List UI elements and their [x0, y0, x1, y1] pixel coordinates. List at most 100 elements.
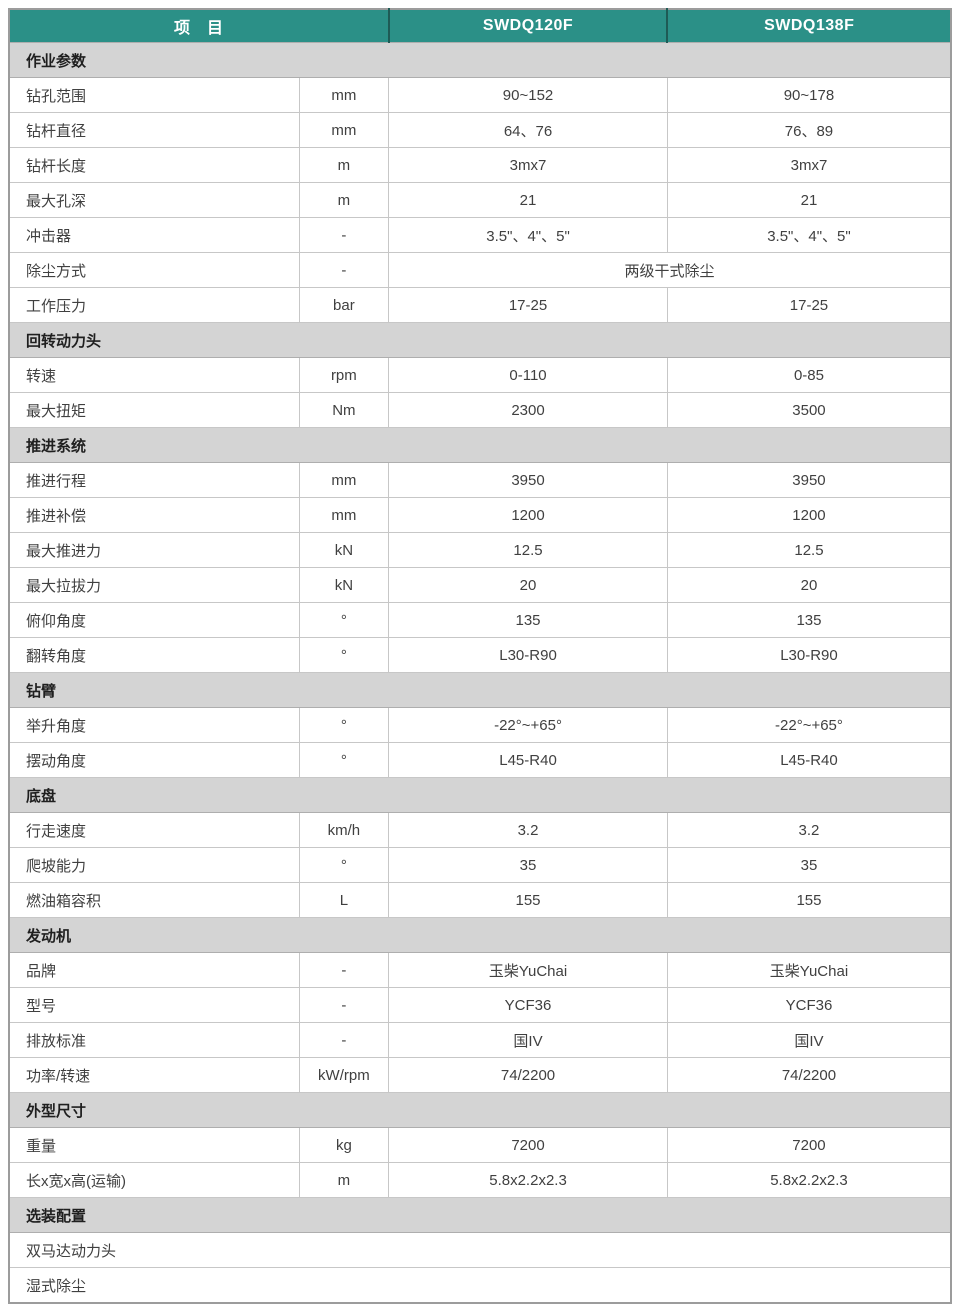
- section-header-row: 底盘: [9, 777, 951, 813]
- spec-label: 冲击器: [8, 217, 300, 253]
- spec-label: 功率/转速: [8, 1057, 300, 1093]
- spec-unit: m: [298, 147, 390, 183]
- section-title: 作业参数: [9, 42, 951, 78]
- column-header-swdq138f: SWDQ138F: [666, 9, 951, 43]
- spec-value-swdq138f: 玉柴YuChai: [666, 952, 952, 988]
- spec-row: 俯仰角度 ° 135 135: [8, 602, 952, 638]
- spec-value-swdq138f: 76、89: [666, 112, 952, 148]
- spec-label: 翻转角度: [8, 637, 300, 673]
- section-title: 回转动力头: [9, 322, 951, 358]
- spec-value-swdq120f: 7200: [388, 1127, 668, 1163]
- spec-value-swdq120f: 国IV: [388, 1022, 668, 1058]
- spec-unit: km/h: [298, 812, 390, 848]
- spec-value-swdq138f: L45-R40: [666, 742, 952, 778]
- spec-value-swdq138f: 155: [666, 882, 952, 918]
- section-title: 底盘: [9, 777, 951, 813]
- spec-row: 排放标准 - 国IV 国IV: [8, 1022, 952, 1058]
- spec-unit: Nm: [298, 392, 390, 428]
- spec-label: 型号: [8, 987, 300, 1023]
- spec-row: 功率/转速 kW/rpm 74/2200 74/2200: [8, 1057, 952, 1093]
- spec-unit: °: [298, 637, 390, 673]
- spec-label: 长x宽x高(运输): [8, 1162, 300, 1198]
- spec-row: 摆动角度 ° L45-R40 L45-R40: [8, 742, 952, 778]
- spec-label: 俯仰角度: [8, 602, 300, 638]
- spec-row: 最大孔深 m 21 21: [8, 182, 952, 218]
- spec-value-swdq138f: 5.8x2.2x2.3: [666, 1162, 952, 1198]
- option-item: 湿式除尘: [8, 1267, 952, 1304]
- spec-unit: bar: [298, 287, 390, 323]
- spec-row-merged: 除尘方式 - 两级干式除尘: [8, 252, 952, 288]
- section-title: 推进系统: [9, 427, 951, 463]
- spec-unit: kN: [298, 532, 390, 568]
- section-header-row: 推进系统: [9, 427, 951, 463]
- spec-value-swdq120f: 135: [388, 602, 668, 638]
- spec-value-swdq138f: 3mx7: [666, 147, 952, 183]
- section-title: 选装配置: [9, 1197, 951, 1233]
- spec-value-swdq120f: 20: [388, 567, 668, 603]
- option-item: 双马达动力头: [8, 1232, 952, 1268]
- spec-value-swdq120f: 3mx7: [388, 147, 668, 183]
- spec-value-swdq120f: 5.8x2.2x2.3: [388, 1162, 668, 1198]
- spec-value-swdq138f: 135: [666, 602, 952, 638]
- spec-value-swdq120f: L30-R90: [388, 637, 668, 673]
- column-header-item: 项 目: [9, 9, 389, 43]
- spec-label: 行走速度: [8, 812, 300, 848]
- spec-row: 最大扭矩 Nm 2300 3500: [8, 392, 952, 428]
- spec-label: 推进行程: [8, 462, 300, 498]
- spec-unit: °: [298, 602, 390, 638]
- spec-unit: °: [298, 742, 390, 778]
- spec-row: 冲击器 - 3.5"、4"、5" 3.5"、4"、5": [8, 217, 952, 253]
- spec-value-swdq120f: L45-R40: [388, 742, 668, 778]
- spec-row: 工作压力 bar 17-25 17-25: [8, 287, 952, 323]
- spec-row: 钻孔范围 mm 90~152 90~178: [8, 77, 952, 113]
- spec-unit: mm: [298, 77, 390, 113]
- spec-label: 重量: [8, 1127, 300, 1163]
- spec-label: 转速: [8, 357, 300, 393]
- spec-value-swdq138f: 74/2200: [666, 1057, 952, 1093]
- spec-label: 工作压力: [8, 287, 300, 323]
- spec-value-swdq120f: -22°~+65°: [388, 707, 668, 743]
- spec-value-swdq120f: 21: [388, 182, 668, 218]
- spec-label: 举升角度: [8, 707, 300, 743]
- spec-label: 最大孔深: [8, 182, 300, 218]
- spec-value-swdq138f: 国IV: [666, 1022, 952, 1058]
- spec-unit: mm: [298, 462, 390, 498]
- spec-value-merged: 两级干式除尘: [388, 252, 952, 288]
- column-header-swdq120f: SWDQ120F: [387, 9, 668, 43]
- table-header-row: 项 目 SWDQ120F SWDQ138F: [9, 9, 951, 43]
- spec-value-swdq120f: YCF36: [388, 987, 668, 1023]
- spec-value-swdq120f: 1200: [388, 497, 668, 533]
- spec-unit: kN: [298, 567, 390, 603]
- section-title: 发动机: [9, 917, 951, 953]
- spec-row: 钻杆直径 mm 64、76 76、89: [8, 112, 952, 148]
- section-header-row: 外型尺寸: [9, 1092, 951, 1128]
- spec-label: 摆动角度: [8, 742, 300, 778]
- section-header-row: 回转动力头: [9, 322, 951, 358]
- spec-value-swdq120f: 64、76: [388, 112, 668, 148]
- spec-table: 项 目 SWDQ120F SWDQ138F 作业参数 钻孔范围 mm 90~15…: [8, 8, 952, 1304]
- spec-unit: -: [298, 217, 390, 253]
- spec-value-swdq138f: YCF36: [666, 987, 952, 1023]
- spec-value-swdq138f: 3500: [666, 392, 952, 428]
- spec-label: 爬坡能力: [8, 847, 300, 883]
- spec-unit: °: [298, 847, 390, 883]
- spec-value-swdq138f: 12.5: [666, 532, 952, 568]
- spec-unit: mm: [298, 112, 390, 148]
- spec-value-swdq138f: 35: [666, 847, 952, 883]
- spec-value-swdq120f: 3950: [388, 462, 668, 498]
- spec-row: 最大推进力 kN 12.5 12.5: [8, 532, 952, 568]
- spec-label: 排放标准: [8, 1022, 300, 1058]
- spec-value-swdq138f: 17-25: [666, 287, 952, 323]
- spec-value-swdq138f: 1200: [666, 497, 952, 533]
- spec-value-swdq120f: 155: [388, 882, 668, 918]
- spec-row: 爬坡能力 ° 35 35: [8, 847, 952, 883]
- spec-unit: kW/rpm: [298, 1057, 390, 1093]
- spec-value-swdq138f: L30-R90: [666, 637, 952, 673]
- spec-row: 转速 rpm 0-110 0-85: [8, 357, 952, 393]
- spec-unit: -: [298, 1022, 390, 1058]
- spec-row: 推进补偿 mm 1200 1200: [8, 497, 952, 533]
- spec-value-swdq138f: 20: [666, 567, 952, 603]
- section-header-row: 发动机: [9, 917, 951, 953]
- spec-value-swdq138f: 90~178: [666, 77, 952, 113]
